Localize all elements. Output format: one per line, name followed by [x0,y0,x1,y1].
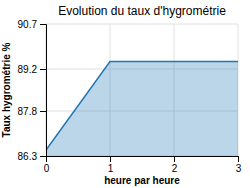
tick-label: 86.3 [18,151,38,162]
chart: 0 1 2 3 86.3 87.8 89.2 90.7 Evolution du taux d'… [0,0,250,188]
tick-label: 0 [44,163,50,174]
x-axis-title: heure par heure [104,175,180,186]
marks [46,62,238,157]
tick-label: 3 [236,163,242,174]
grid [46,24,238,156]
tick-label: 87.8 [18,106,38,117]
axis-line [40,25,47,157]
line [46,62,238,151]
tick-mark [40,24,46,25]
tick-mark [40,156,46,157]
title: Evolution du taux d'hygrométrie [58,4,226,18]
tick: 86.3 [18,151,46,162]
tick-mark [174,156,175,162]
tick-label: 2 [172,163,178,174]
y-axis: 86.3 87.8 89.2 90.7 [18,19,47,162]
tick: 90.7 [18,19,46,30]
tick-label: 89.2 [18,64,38,75]
tick-mark [110,156,111,162]
tick-label: 1 [108,163,114,174]
tick-label: 90.7 [18,19,38,30]
tick-mark [238,156,239,162]
grid-line [46,24,238,25]
tick-mark [40,69,46,70]
tick: 89.2 [18,64,46,75]
y-axis-title: Taux hygrométrie % [1,42,12,137]
x-axis: 0 1 2 3 [44,156,242,174]
axis-line [47,157,239,163]
area [46,62,238,157]
plot-area: 0 1 2 3 86.3 87.8 89.2 90.7 [18,19,242,174]
tick: 3 [236,156,242,174]
tick: 1 [108,156,114,174]
tick: 87.8 [18,106,46,117]
tick-mark [40,111,46,112]
tick: 2 [172,156,178,174]
tick: 0 [44,156,50,174]
